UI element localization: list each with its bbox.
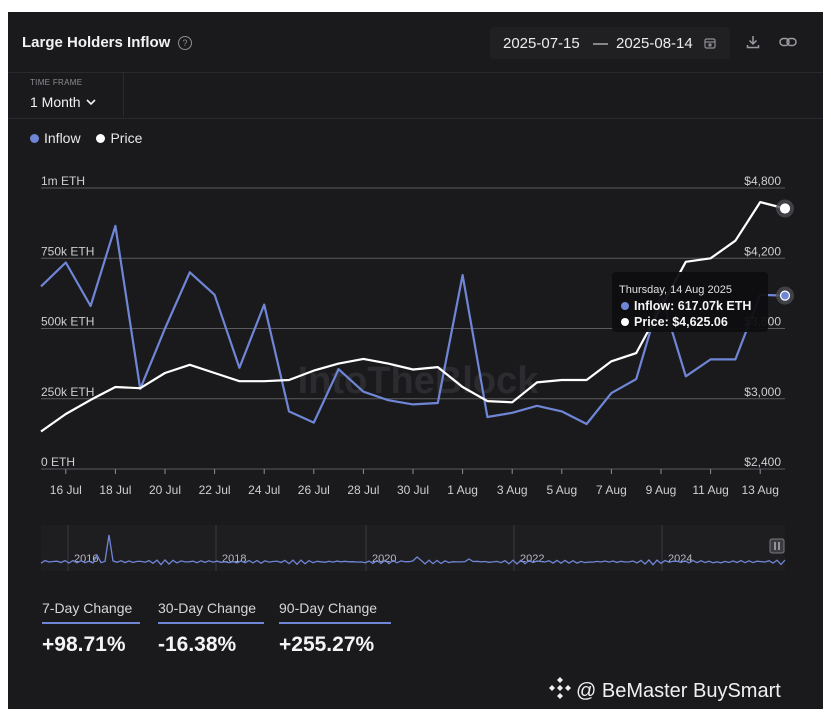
x-tick-label: 26 Jul (298, 483, 330, 497)
x-tick-label: 24 Jul (248, 483, 280, 497)
tooltip-inflow: Inflow: 617.07k ETH (634, 299, 751, 313)
tooltip-price: Price: $4,625.06 (634, 315, 728, 329)
tooltip: Thursday, 14 Aug 2025 Inflow: 617.07k ET… (612, 272, 768, 332)
change-30d[interactable]: 30-Day Change -16.38% (158, 600, 264, 657)
legend-item-inflow[interactable]: Inflow (30, 130, 81, 146)
binance-diamond-icon (549, 677, 571, 699)
legend-item-price[interactable]: Price (96, 130, 142, 146)
download-icon[interactable] (746, 35, 760, 49)
y-left-tick-label: 500k ETH (41, 315, 94, 329)
legend-swatch-inflow (30, 134, 39, 143)
x-tick-label: 18 Jul (99, 483, 131, 497)
y-right-tick-label: $3,000 (744, 385, 781, 399)
change-90d-label: 90-Day Change (279, 600, 378, 616)
watermark: IntoTheBlock (298, 360, 540, 402)
x-axis: 16 Jul 18 Jul 20 Jul 22 Jul 24 Jul 26 Jul 28 J… (50, 469, 779, 497)
y-axis-left: 0 ETH 250k ETH 500k ETH 750k ETH 1m ETH (41, 174, 94, 469)
navigator-handle[interactable] (769, 538, 785, 554)
x-tick-label: 5 Aug (546, 483, 577, 497)
legend-label-price: Price (110, 130, 143, 146)
credit-watermark: @ BeMaster BuySmart (548, 676, 781, 703)
calendar-icon[interactable] (704, 37, 716, 49)
y-left-tick-label: 1m ETH (41, 174, 85, 188)
change-7d-underline (42, 622, 140, 624)
x-tick-label: 1 Aug (447, 483, 478, 497)
y-right-tick-label: $4,200 (744, 244, 781, 258)
x-tick-label: 28 Jul (347, 483, 379, 497)
x-tick-label: 30 Jul (397, 483, 429, 497)
credit-text: @ BeMaster BuySmart (576, 680, 781, 702)
x-tick-label: 3 Aug (497, 483, 528, 497)
change-90d-underline (279, 622, 391, 624)
timeframe-selector[interactable]: TIME FRAME 1 Month (8, 73, 124, 117)
help-icon[interactable]: ? (178, 36, 192, 50)
date-range-picker[interactable]: 2025-07-15 — 2025-08-14 (490, 27, 730, 59)
page-title: Large Holders Inflow (22, 34, 171, 51)
navigator-year-label: 2016 (74, 553, 98, 565)
x-tick-label: 20 Jul (149, 483, 181, 497)
change-7d-value: +98.71% (42, 633, 126, 656)
timeframe-dropdown[interactable]: 1 Month (30, 94, 97, 110)
date-end[interactable]: 2025-08-14 (616, 35, 693, 52)
change-7d[interactable]: 7-Day Change +98.71% (42, 600, 140, 657)
card-header: Large Holders Inflow ? 2025-07-15 — 2025… (8, 12, 823, 73)
y-left-tick-label: 250k ETH (41, 385, 94, 399)
change-7d-label: 7-Day Change (42, 600, 133, 616)
hover-markers (776, 199, 794, 305)
tooltip-inflow-dot (621, 302, 629, 310)
x-tick-label: 13 Aug (742, 483, 779, 497)
y-right-tick-label: $2,400 (744, 455, 781, 469)
marker-dot-inflow (779, 290, 791, 301)
legend-label-inflow: Inflow (44, 130, 81, 146)
x-tick-label: 7 Aug (596, 483, 627, 497)
x-tick-label: 16 Jul (50, 483, 82, 497)
y-left-tick-label: 750k ETH (41, 244, 94, 258)
chevron-down-icon (86, 99, 97, 106)
x-tick-label: 9 Aug (646, 483, 677, 497)
y-right-tick-label: $4,800 (744, 174, 781, 188)
marker-dot-price (779, 203, 791, 214)
date-separator: — (593, 35, 608, 52)
change-90d-value: +255.27% (279, 633, 375, 656)
divider (8, 118, 823, 119)
navigator-layer: 2016 2018 2020 2022 2024 (40, 525, 786, 571)
chart-area[interactable]: IntoTheBlock 0 ETH 250k ETH 500k ETH 750k E… (8, 12, 823, 582)
timeframe-value: 1 Month (30, 94, 81, 110)
tooltip-date: Thursday, 14 Aug 2025 (619, 284, 732, 296)
legend-swatch-price (96, 134, 106, 143)
navigator-year-label: 2018 (222, 553, 246, 565)
link-icon[interactable] (779, 37, 797, 47)
chart-legend: Inflow Price (30, 130, 154, 146)
change-30d-underline (158, 622, 264, 624)
chart-card: Large Holders Inflow ? 2025-07-15 — 2025… (8, 12, 823, 709)
x-tick-label: 11 Aug (692, 483, 728, 497)
navigator-sparkline (40, 534, 786, 566)
change-30d-value: -16.38% (158, 633, 237, 656)
navigator-year-label: 2020 (372, 553, 396, 565)
navigator[interactable]: 2016 2018 2020 2022 2024 (40, 525, 786, 571)
timeframe-label: TIME FRAME (30, 78, 83, 87)
y-left-tick-label: 0 ETH (41, 455, 75, 469)
change-90d[interactable]: 90-Day Change +255.27% (279, 600, 391, 657)
x-tick-label: 22 Jul (199, 483, 231, 497)
change-30d-label: 30-Day Change (158, 600, 257, 616)
tooltip-price-dot (621, 318, 629, 326)
date-start[interactable]: 2025-07-15 (503, 35, 580, 52)
